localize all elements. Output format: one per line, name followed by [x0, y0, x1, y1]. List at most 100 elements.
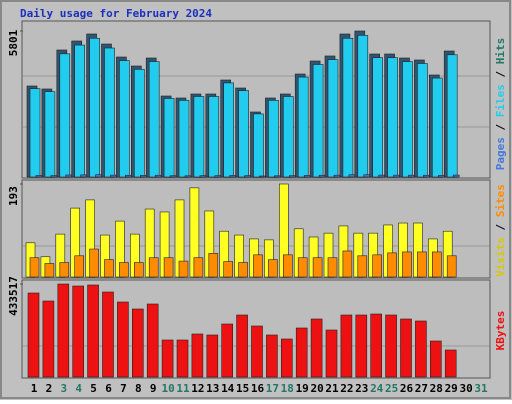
bar [288, 175, 296, 178]
x-tick-label: 6 [105, 382, 112, 395]
bar [282, 254, 293, 278]
bar [342, 37, 354, 178]
x-tick-label: 8 [135, 382, 142, 395]
x-tick-label: 31 [474, 382, 488, 395]
bar [163, 98, 175, 178]
x-tick-label: 28 [430, 382, 443, 395]
bar [266, 334, 278, 378]
x-tick-label: 13 [206, 382, 219, 395]
x-tick-label: 21 [325, 382, 339, 395]
x-tick-label: 14 [221, 382, 235, 395]
bar [282, 96, 294, 178]
bar [176, 339, 189, 378]
bar [268, 259, 278, 278]
legend-separator: / [494, 217, 507, 237]
legend: KBytes [494, 311, 507, 351]
bar [402, 61, 413, 178]
bar [223, 82, 234, 178]
x-tick-label: 15 [236, 382, 249, 395]
bar [184, 175, 192, 178]
x-tick-label: 5 [90, 382, 97, 395]
bar [119, 262, 129, 278]
legend-entry: KBytes [494, 311, 507, 351]
bar [387, 252, 397, 278]
bar [393, 174, 400, 178]
bar [146, 303, 159, 378]
bar [259, 175, 266, 178]
legend-entry: Hits [494, 38, 507, 65]
legend-entry: Files [494, 84, 507, 117]
bar [295, 327, 308, 378]
bar [102, 291, 114, 378]
bar [357, 255, 368, 278]
bar [65, 174, 73, 178]
bar [253, 254, 263, 278]
bar [357, 35, 369, 178]
x-tick-label: 7 [120, 382, 127, 395]
x-tick-label: 30 [459, 382, 472, 395]
bar [74, 255, 84, 278]
bar [72, 285, 84, 378]
bar [134, 69, 145, 178]
bar [117, 301, 129, 378]
x-tick-label: 1 [31, 382, 38, 395]
bar [431, 77, 443, 178]
x-tick-label: 11 [176, 382, 190, 395]
bar [191, 333, 204, 378]
x-tick-label: 3 [60, 382, 67, 395]
x-tick-label: 17 [266, 382, 279, 395]
bar [44, 91, 56, 178]
bar [89, 37, 100, 178]
bar [221, 323, 233, 378]
bar [59, 53, 71, 178]
bar [253, 113, 264, 178]
bar [89, 248, 99, 278]
bar [42, 300, 55, 378]
bar [325, 329, 338, 378]
bar [355, 314, 368, 378]
x-tick-label: 9 [150, 382, 157, 395]
bar [238, 90, 249, 178]
x-tick-label: 16 [251, 382, 265, 395]
bar [169, 175, 177, 178]
x-tick-label: 10 [161, 382, 174, 395]
bar [74, 44, 85, 178]
bar [408, 174, 415, 178]
bar [387, 57, 398, 178]
x-tick-label: 20 [310, 382, 323, 395]
bar [423, 174, 430, 178]
bar [333, 174, 341, 178]
x-tick-label: 2 [46, 382, 53, 395]
bar [132, 308, 144, 378]
bar [268, 100, 279, 178]
bar [251, 325, 263, 378]
bar [223, 261, 233, 278]
legend: Pages / Files / Hits [494, 38, 507, 171]
bar [372, 254, 383, 278]
legend-entry: Pages [494, 137, 507, 170]
x-tick-label: 22 [340, 382, 353, 395]
bar [27, 292, 40, 378]
bar [342, 250, 353, 278]
bar [104, 259, 114, 278]
bar [402, 251, 412, 278]
bar [244, 175, 251, 178]
bar [50, 175, 58, 178]
x-tick-label: 18 [281, 382, 294, 395]
bar [193, 96, 205, 178]
bar [417, 63, 428, 178]
bar [370, 313, 383, 378]
bar [327, 59, 339, 178]
bar [446, 54, 458, 178]
bar [437, 175, 445, 178]
bar [310, 318, 323, 378]
y-tick-label: 433517 [7, 276, 20, 316]
x-tick-label: 4 [75, 382, 82, 395]
x-tick-label: 25 [385, 382, 398, 395]
legend-separator: / [494, 117, 507, 137]
chart-title: Daily usage for February 2024 [20, 7, 212, 20]
x-tick-label: 29 [445, 382, 458, 395]
bar [148, 257, 159, 278]
